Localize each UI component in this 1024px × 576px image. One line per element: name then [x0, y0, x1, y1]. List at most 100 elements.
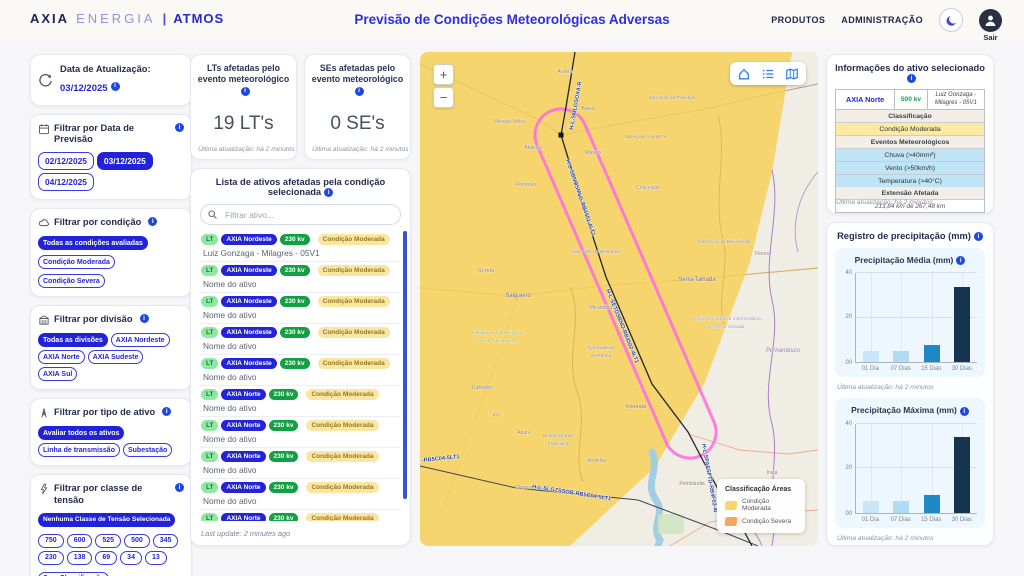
asset-row[interactable]: LT AXIA Nordeste 230 kv Condição Moderada No… — [200, 293, 401, 324]
voltage-badge: 230 kv — [279, 358, 310, 369]
filter-option-69[interactable]: 69 — [95, 550, 118, 565]
condition-badge: Condição Moderada — [306, 420, 379, 431]
svg-text:Pernambuco: Pernambuco — [766, 348, 801, 354]
legend-label: Condição Severa — [742, 518, 792, 525]
filter-option-03-12-2025[interactable]: 03/12/2025 — [96, 152, 153, 171]
user-menu[interactable]: Sair — [979, 8, 1002, 42]
info-icon[interactable]: i — [240, 87, 250, 97]
legend-swatch — [724, 500, 738, 510]
zoom-out-button[interactable]: − — [433, 87, 454, 108]
map-tools — [730, 62, 806, 85]
info-icon[interactable]: i — [973, 232, 983, 242]
filter-option-axia-nordeste[interactable]: AXIA Nordeste — [110, 333, 170, 348]
voltage-selected-none-button[interactable]: Nenhuma Classe de Tensão Selecionada — [38, 512, 176, 527]
nav-administration[interactable]: ADMINISTRAÇÃO — [841, 15, 923, 25]
filter-option-todas-as-condi-es-avaliadas[interactable]: Todas as condições avaliadas — [38, 236, 148, 251]
info-icon[interactable]: i — [148, 217, 158, 227]
avatar[interactable] — [979, 8, 1002, 32]
voltage-badge: 230 kv — [268, 451, 299, 462]
filter-option-axia-norte[interactable]: AXIA Norte — [38, 350, 85, 365]
asset-row[interactable]: LT AXIA Nordeste 230 kv Condição Moderada No… — [200, 355, 401, 386]
layers-list-button[interactable] — [757, 64, 779, 83]
svg-text:Porteiras: Porteiras — [516, 182, 537, 188]
asset-row[interactable]: LT AXIA Nordeste 230 kv Condição Moderada No… — [200, 262, 401, 293]
info-icon[interactable]: i — [324, 188, 334, 198]
filter-option-600[interactable]: 600 — [66, 533, 93, 548]
info-icon[interactable]: i — [354, 87, 364, 97]
refresh-icon — [39, 73, 52, 87]
info-icon[interactable]: i — [139, 314, 149, 324]
info-icon[interactable]: i — [956, 256, 966, 266]
home-icon — [738, 68, 750, 79]
voltage-badge: 230 kv — [268, 389, 299, 400]
brand-divider: | — [162, 11, 167, 26]
info-icon[interactable]: i — [959, 406, 969, 416]
home-view-button[interactable] — [733, 64, 755, 83]
map-canvas[interactable]: Aurora Missão Velha Abaiara Porteiras Barro M… — [420, 52, 818, 546]
bar-30-dias — [953, 286, 970, 363]
bar-15-dias — [923, 344, 940, 363]
signout-label[interactable]: Sair — [983, 32, 998, 42]
filter-option-500[interactable]: 500 — [124, 533, 150, 548]
filter-option-condi-o-moderada[interactable]: Condição Moderada — [38, 255, 115, 270]
dark-mode-toggle[interactable] — [939, 8, 963, 32]
filter-option-345[interactable]: 345 — [152, 533, 179, 548]
filter-option-230[interactable]: 230 — [38, 550, 64, 565]
info-icon[interactable]: i — [110, 81, 120, 91]
brand-logo[interactable]: AXIA ENERGIA | ATMOS — [30, 11, 224, 26]
svg-text:Missão Velha: Missão Velha — [495, 119, 525, 125]
filter-option-34[interactable]: 34 — [120, 550, 142, 565]
info-icon[interactable]: i — [162, 407, 172, 417]
filter-option-750[interactable]: 750 — [38, 533, 64, 548]
condition-filter-card: Filtrar por condição i Todas as condições… — [30, 208, 192, 298]
info-icon[interactable]: i — [907, 74, 916, 84]
zoom-in-button[interactable]: + — [433, 64, 454, 85]
filter-option-13[interactable]: 13 — [144, 550, 167, 565]
substation-node[interactable] — [558, 132, 564, 138]
filter-option-condi-o-severa[interactable]: Condição Severa — [38, 274, 105, 289]
asset-row[interactable]: LT AXIA Nordeste 230 kv Condição Moderada Lu… — [200, 231, 401, 262]
svg-text:Aurora: Aurora — [557, 69, 572, 75]
filter-option-todas-as-divis-es[interactable]: Todas as divisões — [38, 333, 108, 348]
filter-option-avaliar-todos-os-ativos[interactable]: Avaliar todos os ativos — [38, 426, 125, 441]
calendar-icon — [39, 124, 49, 135]
condition-options: Todas as condições avaliadas Condição Mod… — [38, 236, 184, 289]
selected-line-corridor[interactable] — [533, 107, 718, 460]
map-town-labels: Aurora Missão Velha Abaiara Porteiras Barro M… — [471, 69, 801, 534]
info-icon[interactable]: i — [175, 483, 184, 493]
info-icon[interactable]: i — [175, 123, 184, 133]
filter-option-138[interactable]: 138 — [66, 550, 93, 565]
asset-type-badge: LT — [201, 327, 219, 338]
filter-option-subesta-o[interactable]: Subestação — [122, 443, 173, 458]
no-classification-button[interactable]: Sem Classificação — [38, 571, 110, 576]
weather-event-row: Vento (>50km/h) — [836, 162, 984, 176]
filter-option-525[interactable]: 525 — [95, 533, 122, 548]
division-badge: AXIA Norte — [221, 420, 266, 431]
basemap-button[interactable] — [781, 64, 803, 83]
nav-products[interactable]: PRODUTOS — [771, 15, 826, 25]
svg-text:Salgueiro: Salgueiro — [505, 293, 531, 299]
svg-text:Serras Catingueiras: Serras Catingueiras — [478, 338, 519, 343]
precipitation-title: Registro de precipitação (mm) — [837, 231, 971, 241]
asset-list-title: Lista de ativos afetadas pela condição s… — [215, 177, 386, 197]
filter-option-axia-sudeste[interactable]: AXIA Sudeste — [87, 350, 144, 365]
asset-row[interactable]: LT AXIA Nordeste 230 kv Condição Moderada No… — [200, 324, 401, 355]
voltage-badge: 230 kv — [279, 296, 310, 307]
division-filter-card: Filtrar por divisão i Todas as divisões AX… — [30, 305, 192, 391]
svg-text:Chorrochó: Chorrochó — [515, 485, 541, 491]
asset-info-table: AXIA Norte 500 kv Luiz Gonzaga - Milagre… — [835, 89, 985, 214]
asset-search-input[interactable] — [200, 204, 401, 226]
voltage-filter-title: Filtrar por classe de tensão — [54, 483, 143, 505]
transmission-line-secondary[interactable] — [420, 465, 759, 546]
filter-option-04-12-2025[interactable]: 04/12/2025 — [38, 173, 94, 192]
filter-option-02-12-2025[interactable]: 02/12/2025 — [38, 152, 94, 171]
filter-option-linha-de-transmiss-o[interactable]: Linha de transmissão — [38, 443, 120, 458]
filter-option-axia-sul[interactable]: AXIA Sul — [38, 367, 78, 382]
list-scrollbar[interactable] — [403, 231, 407, 499]
svg-text:Mauriti: Mauriti — [585, 150, 602, 156]
